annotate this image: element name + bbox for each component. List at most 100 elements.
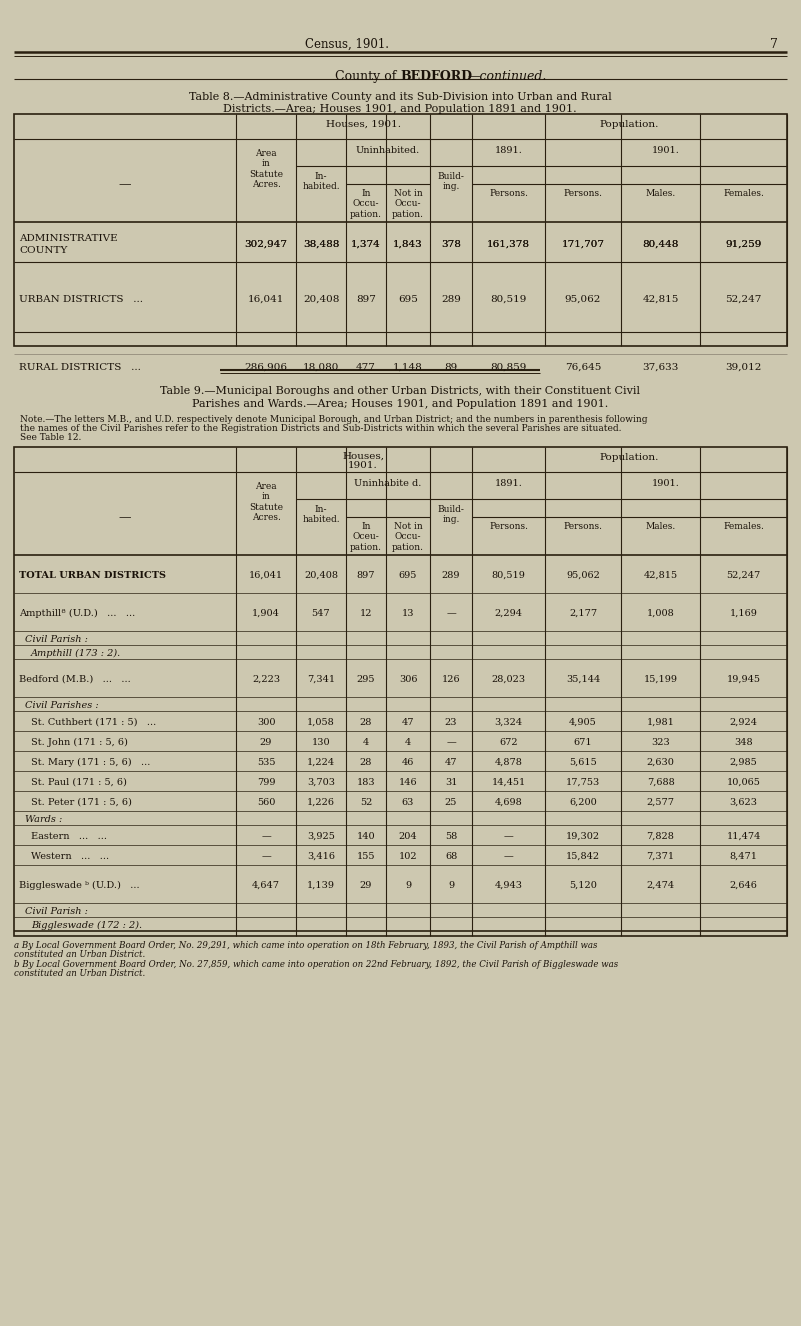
Text: 171,707: 171,707 — [562, 240, 605, 249]
Text: 80,859: 80,859 — [490, 362, 527, 371]
Text: In-
habited.: In- habited. — [302, 505, 340, 524]
Text: 80,519: 80,519 — [492, 572, 525, 579]
Text: 3,324: 3,324 — [494, 717, 522, 727]
Text: 16,041: 16,041 — [249, 572, 283, 579]
Text: 695: 695 — [398, 294, 418, 304]
Text: 95,062: 95,062 — [565, 294, 602, 304]
Text: 306: 306 — [399, 675, 417, 684]
Text: 13: 13 — [402, 609, 414, 618]
Text: Uninhabite d.: Uninhabite d. — [354, 479, 421, 488]
Text: Persons.: Persons. — [489, 190, 528, 198]
Text: 2,474: 2,474 — [646, 880, 674, 890]
Text: 5,120: 5,120 — [569, 880, 597, 890]
Text: 289: 289 — [441, 294, 461, 304]
Text: St. Paul (171 : 5, 6): St. Paul (171 : 5, 6) — [31, 778, 127, 788]
Text: Persons.: Persons. — [563, 522, 602, 530]
Text: 477: 477 — [356, 362, 376, 371]
Text: 1901.: 1901. — [652, 479, 680, 488]
Text: Table 9.—Municipal Boroughs and other Urban Districts, with their Constituent Ci: Table 9.—Municipal Boroughs and other Ur… — [160, 386, 640, 396]
Text: 39,012: 39,012 — [726, 362, 762, 371]
Text: 20,408: 20,408 — [303, 294, 339, 304]
Text: 42,815: 42,815 — [643, 572, 678, 579]
Text: 2,646: 2,646 — [730, 880, 758, 890]
Text: 204: 204 — [399, 831, 417, 841]
Text: 16,041: 16,041 — [248, 294, 284, 304]
Text: 80,448: 80,448 — [642, 240, 678, 249]
Text: 9: 9 — [448, 880, 454, 890]
Text: 4,878: 4,878 — [494, 758, 522, 766]
Text: 10,065: 10,065 — [727, 778, 760, 788]
Text: St. Peter (171 : 5, 6): St. Peter (171 : 5, 6) — [31, 798, 132, 808]
Text: 7,688: 7,688 — [646, 778, 674, 788]
Text: constituted an Urban District.: constituted an Urban District. — [14, 969, 145, 979]
Text: a By Local Government Board Order, No. 29,291, which came into operation on 18th: a By Local Government Board Order, No. 2… — [14, 941, 598, 949]
Text: 58: 58 — [445, 831, 457, 841]
Text: 14,451: 14,451 — [491, 778, 525, 788]
Text: 20,408: 20,408 — [304, 572, 338, 579]
Text: Persons.: Persons. — [563, 190, 602, 198]
Text: Bedford (M.B.)   ...   ...: Bedford (M.B.) ... ... — [19, 675, 131, 684]
Text: Females.: Females. — [723, 190, 764, 198]
Text: 300: 300 — [257, 717, 276, 727]
Text: 535: 535 — [257, 758, 276, 766]
Text: RURAL DISTRICTS   ...: RURAL DISTRICTS ... — [19, 362, 141, 371]
Text: 7,828: 7,828 — [646, 831, 674, 841]
Text: 8,471: 8,471 — [730, 853, 758, 861]
Text: 126: 126 — [441, 675, 461, 684]
Text: 1,148: 1,148 — [393, 362, 423, 371]
Text: 286,906: 286,906 — [244, 362, 288, 371]
Text: 47: 47 — [402, 717, 414, 727]
Text: 42,815: 42,815 — [642, 294, 678, 304]
Text: URBAN DISTRICTS   ...: URBAN DISTRICTS ... — [19, 294, 143, 304]
Text: 155: 155 — [356, 853, 375, 861]
Text: 38,488: 38,488 — [303, 240, 339, 249]
Text: 295: 295 — [356, 675, 375, 684]
Text: 80,519: 80,519 — [490, 294, 527, 304]
Text: —continued.: —continued. — [468, 70, 547, 84]
Text: 1901.: 1901. — [348, 461, 378, 469]
Text: 560: 560 — [257, 798, 276, 808]
Text: 12: 12 — [360, 609, 372, 618]
Text: —: — — [261, 831, 271, 841]
Text: 1891.: 1891. — [494, 146, 522, 155]
Text: Build-
ing.: Build- ing. — [437, 172, 465, 191]
Text: Population.: Population. — [600, 453, 659, 461]
Text: 323: 323 — [651, 739, 670, 747]
Text: 146: 146 — [399, 778, 417, 788]
Text: 9: 9 — [405, 880, 411, 890]
Text: 1,226: 1,226 — [307, 798, 335, 808]
Text: 161,378: 161,378 — [487, 240, 530, 249]
Text: 31: 31 — [445, 778, 457, 788]
Text: 76,645: 76,645 — [565, 362, 602, 371]
Text: See Table 12.: See Table 12. — [20, 434, 82, 442]
Text: 2,223: 2,223 — [252, 675, 280, 684]
Text: Districts.—Area; Houses 1901, and Population 1891 and 1901.: Districts.—Area; Houses 1901, and Popula… — [223, 103, 577, 114]
Text: 91,259: 91,259 — [726, 240, 762, 249]
Text: 47: 47 — [445, 758, 457, 766]
Text: 91,259: 91,259 — [726, 240, 762, 249]
Text: 17,753: 17,753 — [566, 778, 600, 788]
Text: Population.: Population. — [600, 119, 659, 129]
Text: 4: 4 — [363, 739, 369, 747]
Text: 29: 29 — [360, 880, 372, 890]
Text: 3,623: 3,623 — [730, 798, 758, 808]
Text: 15,199: 15,199 — [643, 675, 678, 684]
Text: 80,448: 80,448 — [642, 240, 678, 249]
Text: —: — — [261, 853, 271, 861]
Text: 3,703: 3,703 — [307, 778, 335, 788]
Text: Build-
ing.: Build- ing. — [437, 505, 465, 524]
Text: 4,943: 4,943 — [494, 880, 522, 890]
Text: COUNTY: COUNTY — [19, 247, 67, 255]
Text: ADMINISTRATIVE: ADMINISTRATIVE — [19, 233, 118, 243]
Text: County of: County of — [335, 70, 400, 84]
Text: 2,294: 2,294 — [494, 609, 522, 618]
Text: Uninhabited.: Uninhabited. — [356, 146, 421, 155]
Text: 1,843: 1,843 — [393, 240, 423, 249]
Text: 38,488: 38,488 — [303, 240, 339, 249]
Text: 52: 52 — [360, 798, 372, 808]
Text: 1,058: 1,058 — [307, 717, 335, 727]
Text: 6,200: 6,200 — [570, 798, 597, 808]
Text: 1,139: 1,139 — [307, 880, 335, 890]
Text: 35,144: 35,144 — [566, 675, 600, 684]
Text: 799: 799 — [257, 778, 276, 788]
